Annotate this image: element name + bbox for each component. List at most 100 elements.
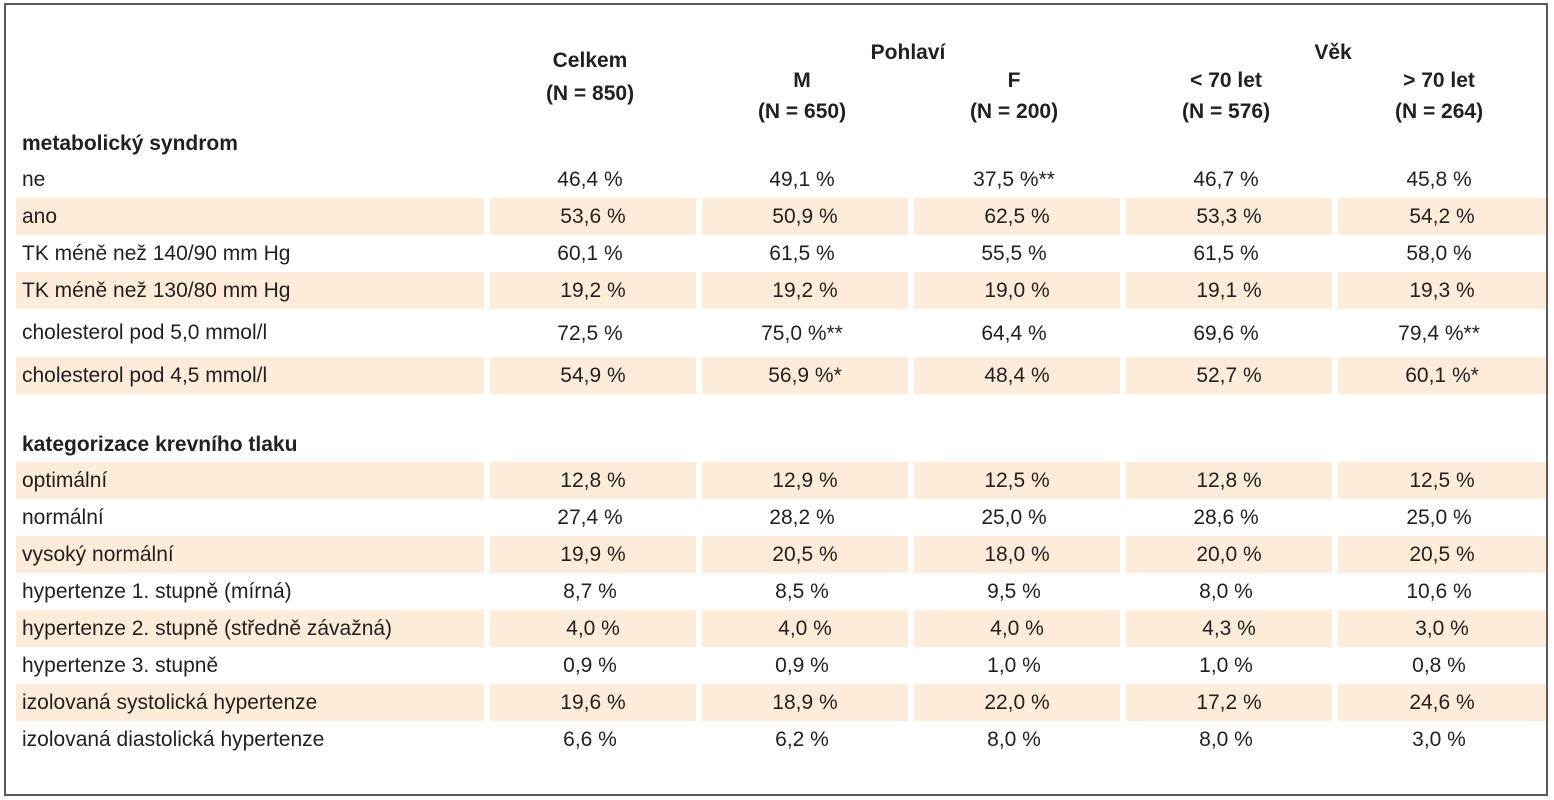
table-row: hypertenze 3. stupně 0,9 % 0,9 % 1,0 % 1… [16, 647, 1546, 684]
cell-total: 12,8 % [484, 462, 696, 499]
row-label: TK méně než 130/80 mm Hg [16, 272, 484, 309]
table-row: ano 53,6 % 50,9 % 62,5 % 53,3 % 54,2 % [16, 198, 1547, 235]
table-row: normální 27,4 % 28,2 % 25,0 % 28,6 % 25,… [16, 499, 1546, 536]
cell-over70: 3,0 % [1332, 610, 1547, 647]
cell-female: 25,0 % [981, 506, 1047, 529]
cell-over70: 19,3 % [1332, 272, 1547, 309]
cell-over70: 0,8 % [1412, 654, 1466, 677]
cell-over70: 20,5 % [1332, 536, 1547, 573]
cell-male: 6,2 % [775, 728, 829, 751]
spacer-cell [16, 394, 1546, 428]
cell-male: 19,2 % [696, 272, 908, 309]
table-row: hypertenze 2. stupně (středně závažná) 4… [16, 610, 1547, 647]
cell-under70: 12,8 % [1120, 462, 1333, 499]
cell-female: 55,5 % [981, 242, 1047, 265]
cell-female: 37,5 %** [973, 168, 1055, 191]
cell-total: 27,4 % [557, 506, 623, 529]
cell-under70: 52,7 % [1120, 357, 1333, 394]
cell-under70: 46,7 % [1193, 168, 1259, 191]
cell-total: 4,0 % [484, 610, 696, 647]
cell-over70: 79,4 %** [1398, 321, 1480, 345]
header-total-label: Celkem [552, 49, 628, 72]
cell-under70: 17,2 % [1120, 684, 1333, 721]
cell-male: 18,9 % [696, 684, 908, 721]
cell-male: 75,0 %** [761, 321, 843, 345]
cell-male: 12,9 % [696, 462, 908, 499]
cell-over70: 58,0 % [1406, 242, 1472, 265]
row-label: optimální [16, 462, 484, 499]
header-female-n: (N = 200) [969, 100, 1059, 123]
table-row: izolovaná diastolická hypertenze 6,6 % 6… [16, 721, 1546, 758]
cell-under70: 28,6 % [1193, 506, 1259, 529]
cell-male: 8,5 % [775, 580, 829, 603]
cell-total: 60,1 % [557, 242, 623, 265]
header-over70: > 70 let (N = 264) [1332, 65, 1546, 127]
row-label: ne [22, 168, 46, 191]
row-label: hypertenze 3. stupně [22, 654, 219, 677]
cell-over70: 25,0 % [1406, 506, 1472, 529]
cell-total: 8,7 % [563, 580, 617, 603]
cell-total: 19,2 % [484, 272, 696, 309]
data-table: Celkem (N = 850) Pohlaví Věk M (N = 650)… [16, 27, 1547, 758]
table-body: metabolický syndrom ne 46,4 % 49,1 % 37,… [16, 127, 1547, 758]
header-female-label: F [1007, 69, 1021, 92]
cell-female: 19,0 % [908, 272, 1121, 309]
header-female: F (N = 200) [908, 65, 1120, 127]
cell-over70: 45,8 % [1406, 168, 1472, 191]
header-empty [16, 27, 484, 127]
cell-over70: 60,1 %* [1332, 357, 1547, 394]
row-label: normální [22, 506, 104, 529]
header-sex-group: Pohlaví [870, 41, 946, 64]
cell-under70: 20,0 % [1120, 536, 1333, 573]
row-label: izolovaná systolická hypertenze [16, 684, 484, 721]
cell-male: 20,5 % [696, 536, 908, 573]
cell-under70: 53,3 % [1120, 198, 1333, 235]
cell-female: 62,5 % [908, 198, 1121, 235]
cell-female: 64,4 % [981, 321, 1047, 345]
cell-total: 0,9 % [563, 654, 617, 677]
section-title-bp: kategorizace krevního tlaku [22, 433, 298, 456]
section-title-row: metabolický syndrom [16, 127, 1546, 161]
table-header: Celkem (N = 850) Pohlaví Věk M (N = 650)… [16, 27, 1546, 127]
row-label: hypertenze 1. stupně (mírná) [22, 580, 292, 603]
table-row: ne 46,4 % 49,1 % 37,5 %** 46,7 % 45,8 % [16, 161, 1546, 198]
row-label: cholesterol pod 4,5 mmol/l [16, 357, 484, 394]
cell-under70: 4,3 % [1120, 610, 1333, 647]
cell-under70: 19,1 % [1120, 272, 1333, 309]
cell-total: 54,9 % [484, 357, 696, 394]
header-under70: < 70 let (N = 576) [1120, 65, 1332, 127]
table-row: vysoký normální 19,9 % 20,5 % 18,0 % 20,… [16, 536, 1547, 573]
header-over70-n: (N = 264) [1394, 100, 1484, 123]
row-label: izolovaná diastolická hypertenze [22, 728, 325, 751]
cell-male: 56,9 %* [696, 357, 908, 394]
cell-female: 9,5 % [987, 580, 1041, 603]
row-label: TK méně než 140/90 mm Hg [22, 242, 291, 265]
cell-over70: 3,0 % [1412, 728, 1466, 751]
cell-total: 19,6 % [484, 684, 696, 721]
table-row: izolovaná systolická hypertenze 19,6 % 1… [16, 684, 1547, 721]
table-row: TK méně než 130/80 mm Hg 19,2 % 19,2 % 1… [16, 272, 1547, 309]
spacer-row [16, 394, 1546, 428]
cell-female: 22,0 % [908, 684, 1121, 721]
cell-over70: 12,5 % [1332, 462, 1547, 499]
row-label: hypertenze 2. stupně (středně závažná) [16, 610, 484, 647]
cell-under70: 69,6 % [1193, 321, 1259, 345]
header-under70-label: < 70 let [1190, 69, 1262, 92]
cell-female: 48,4 % [908, 357, 1121, 394]
cell-under70: 8,0 % [1199, 728, 1253, 751]
cell-under70: 1,0 % [1199, 654, 1253, 677]
cell-male: 49,1 % [769, 168, 835, 191]
cell-under70: 61,5 % [1193, 242, 1259, 265]
header-male-label: M [793, 69, 811, 92]
table-row: optimální 12,8 % 12,9 % 12,5 % 12,8 % 12… [16, 462, 1547, 499]
header-male-n: (N = 650) [757, 100, 847, 123]
section-title-metabolic: metabolický syndrom [22, 132, 238, 155]
cell-female: 12,5 % [908, 462, 1121, 499]
row-label: ano [16, 198, 484, 235]
row-label: vysoký normální [16, 536, 484, 573]
cell-over70: 10,6 % [1406, 580, 1472, 603]
table-row: cholesterol pod 4,5 mmol/l 54,9 % 56,9 %… [16, 357, 1547, 394]
cell-total: 6,6 % [563, 728, 617, 751]
cell-male: 50,9 % [696, 198, 908, 235]
row-label: cholesterol pod 5,0 mmol/l [22, 321, 268, 344]
